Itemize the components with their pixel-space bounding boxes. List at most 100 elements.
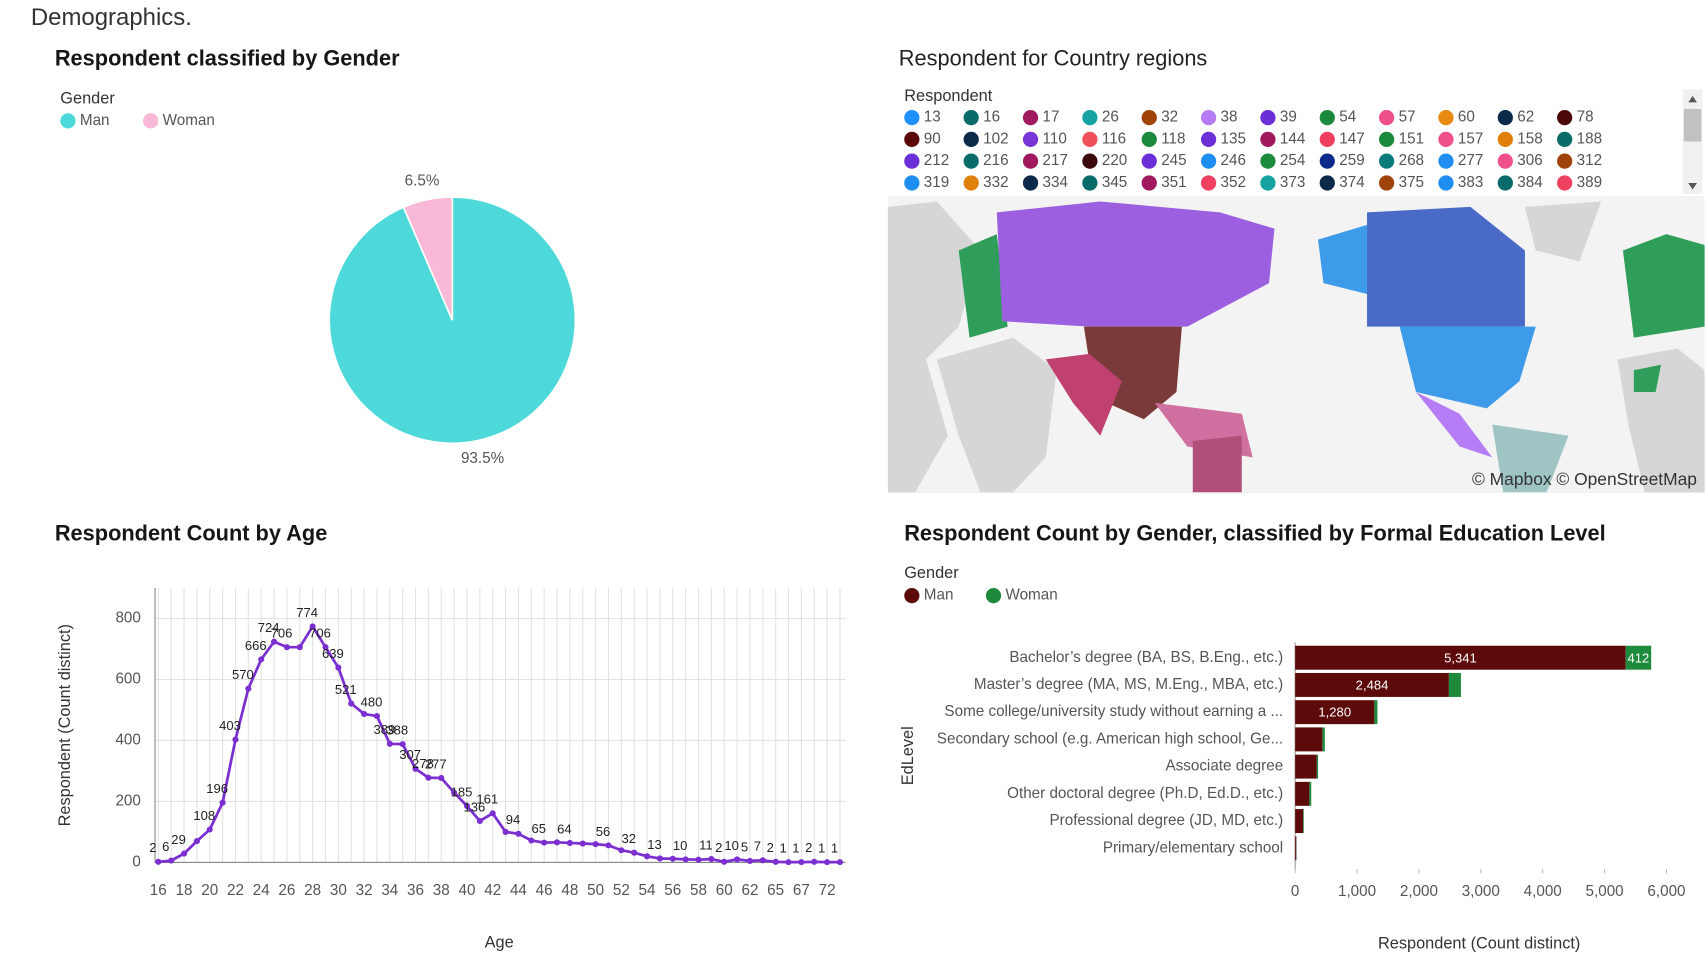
map-canvas	[887, 196, 1705, 494]
legend-label: 374	[1339, 174, 1365, 191]
legend-label: 259	[1339, 152, 1364, 169]
point	[168, 857, 175, 864]
point	[296, 644, 303, 651]
point	[258, 656, 265, 663]
legend-swatch	[1557, 175, 1573, 191]
legend-label: 345	[1102, 174, 1127, 191]
legend-swatch	[963, 109, 979, 126]
bar-segment	[1295, 727, 1323, 752]
map-attribution: © Mapbox © OpenStreetMap	[1472, 469, 1697, 489]
legend-swatch	[1379, 131, 1395, 148]
point	[734, 856, 741, 863]
legend-swatch	[904, 175, 920, 191]
x-tick-label: 28	[304, 882, 321, 899]
data-label: 774	[296, 605, 318, 620]
legend-title: Gender	[60, 89, 115, 107]
legend-swatch	[1497, 153, 1513, 169]
data-label: 706	[309, 626, 331, 641]
point	[271, 638, 278, 645]
legend-swatch	[60, 113, 76, 129]
legend-label: 332	[983, 174, 1008, 191]
x-tick-label: 3,000	[1462, 883, 1500, 900]
x-tick-label: 20	[201, 882, 218, 899]
legend-swatch	[1557, 153, 1573, 169]
legend-label: 373	[1280, 174, 1305, 191]
point	[438, 774, 445, 782]
legend-swatch	[985, 588, 1002, 604]
point	[618, 847, 625, 854]
data-label: 5,341	[1444, 650, 1477, 665]
legend-swatch	[1200, 109, 1217, 126]
data-label: 108	[193, 808, 215, 823]
x-tick-label: 52	[613, 882, 630, 899]
point	[399, 741, 406, 748]
bar-segment	[1625, 645, 1652, 670]
map-land	[1524, 201, 1602, 262]
point	[180, 850, 188, 857]
legend-label: 26	[1102, 109, 1119, 126]
legend-swatch	[1200, 175, 1217, 191]
legend-swatch	[1082, 153, 1098, 169]
x-tick-label: 62	[741, 882, 758, 899]
point	[425, 774, 432, 781]
legend-title: Respondent	[904, 87, 993, 105]
x-tick-label: 58	[690, 882, 707, 899]
chart-title: Respondent Count by Gender, classified b…	[904, 520, 1605, 545]
bar-segment	[1448, 672, 1461, 697]
point	[515, 830, 522, 837]
map-region	[1192, 435, 1242, 493]
x-tick-label: 6,000	[1647, 883, 1685, 900]
legend-swatch	[1260, 131, 1276, 148]
scrollbar-thumb[interactable]	[1683, 108, 1702, 142]
legend-swatch	[1260, 109, 1276, 126]
point	[644, 853, 651, 860]
point	[721, 858, 728, 865]
x-tick-label: 16	[150, 882, 167, 899]
bar-segment	[1295, 754, 1317, 779]
legend-swatch	[1082, 175, 1098, 191]
bar-segment	[1309, 781, 1312, 806]
bar-segment	[1374, 700, 1378, 725]
point	[785, 859, 792, 866]
x-tick-label: 22	[227, 882, 244, 899]
legend-swatch	[963, 153, 979, 169]
point	[373, 713, 381, 720]
y-tick-label: 800	[115, 610, 140, 627]
legend-title: Gender	[904, 564, 959, 582]
legend-label: 351	[1161, 174, 1186, 191]
data-label: 666	[245, 638, 267, 653]
legend-label: Man	[924, 587, 954, 604]
legend-label: Woman	[1005, 587, 1057, 604]
legend-swatch	[1141, 131, 1157, 148]
point	[322, 644, 329, 651]
legend-label: 151	[1399, 130, 1424, 147]
point	[219, 799, 226, 806]
y-tick-label: Bachelor’s degree (BA, BS, B.Eng., etc.)	[1009, 649, 1283, 666]
legend-swatch	[143, 113, 159, 129]
legend-label: 158	[1517, 130, 1542, 147]
point	[811, 858, 818, 865]
map-region	[996, 201, 1275, 327]
legend-label: 306	[1517, 152, 1542, 169]
legend-label: 254	[1280, 152, 1306, 169]
bar-segment	[1303, 809, 1304, 834]
pie-label: 6.5%	[405, 173, 440, 190]
legend-label: 16	[983, 109, 1000, 126]
x-tick-label: 40	[459, 882, 476, 899]
y-axis-title: EdLevel	[899, 726, 917, 785]
legend-swatch	[904, 153, 920, 169]
x-axis-title: Respondent (Count distinct)	[1378, 934, 1580, 952]
data-label: 10	[673, 838, 688, 853]
point	[798, 859, 805, 866]
data-label: 2,484	[1356, 677, 1389, 692]
x-tick-label: 67	[793, 882, 810, 899]
data-label: 2	[767, 840, 774, 855]
point	[656, 855, 663, 862]
x-tick-label: 42	[484, 882, 501, 899]
legend-swatch	[904, 131, 920, 148]
map-region	[1416, 392, 1493, 458]
pie-label: 93.5%	[461, 450, 504, 467]
legend-swatch	[1379, 109, 1395, 126]
x-tick-label: 50	[587, 882, 604, 899]
point	[232, 736, 239, 743]
